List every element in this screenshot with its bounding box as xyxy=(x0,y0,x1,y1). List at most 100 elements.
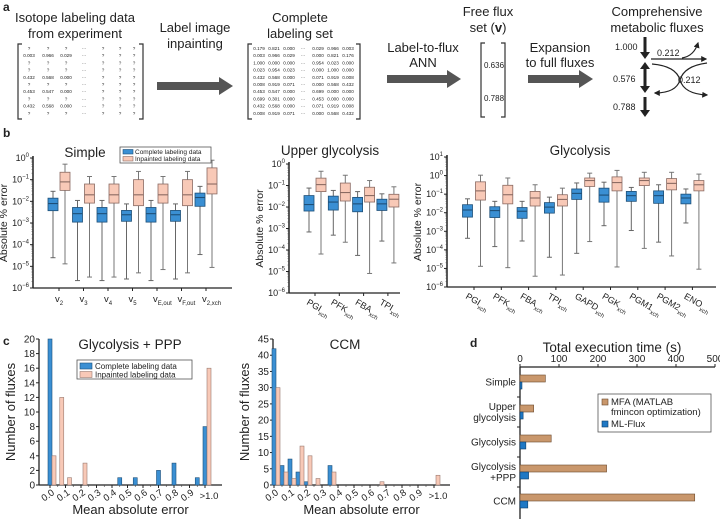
box-complete xyxy=(121,203,132,280)
legend-swatch xyxy=(122,149,134,155)
matrix-cell: 0.000 xyxy=(283,60,295,65)
matrix-cell: 0.000 xyxy=(283,46,295,51)
matrix-cell: 0.029 xyxy=(283,53,295,58)
legend-box xyxy=(119,146,212,164)
matrix-cell: 0.568 xyxy=(268,75,280,80)
category-subscript: xch xyxy=(648,310,659,320)
legend-box xyxy=(76,359,193,380)
chart-upper-glycolysis: 10−6 10−5 10−4 10−3 10−2 10−1 100 Absolute % er… xyxy=(254,143,400,322)
y-tick-label: 10−6 xyxy=(12,283,30,293)
y-tick-label: 40 xyxy=(258,351,270,362)
histogram-bar-inpainted xyxy=(51,455,57,486)
histogram-bar-complete xyxy=(287,458,293,486)
box-complete xyxy=(145,199,157,282)
y-tick-label: 10−1 xyxy=(426,189,444,199)
box-complete xyxy=(653,184,664,243)
matrix-cell: ? xyxy=(65,96,68,101)
matrix-cell: 0.000 xyxy=(283,75,295,80)
x-tick-label: 100 xyxy=(551,354,568,365)
box-inpainted xyxy=(206,159,218,268)
matrix-cell: 0.023 xyxy=(283,68,295,73)
box-inpainted xyxy=(502,177,514,269)
x-tick-label: 0.0 xyxy=(40,487,57,504)
y-tick-label: 0 xyxy=(263,481,269,492)
matrix-bracket-right xyxy=(356,43,361,120)
ann-step-label-line2: ANN xyxy=(409,55,436,70)
y-tick-label: 30 xyxy=(258,383,270,394)
box-complete xyxy=(170,203,181,280)
matrix-cell: 0.003 xyxy=(253,53,265,58)
bar-ml-flux xyxy=(519,441,527,450)
y-tick-label: 10−6 xyxy=(268,288,286,298)
category-subscript: xch xyxy=(505,306,516,316)
box-inpainted xyxy=(59,163,71,265)
matrix-cell: ? xyxy=(65,46,68,51)
y-axis-title: Number of fluxes xyxy=(237,362,252,461)
box-iqr xyxy=(327,195,339,211)
matrix-cell: 0.547 xyxy=(268,89,280,94)
free-flux-title-prefix: set ( xyxy=(470,20,496,35)
y-tick-label: 10−3 xyxy=(426,226,444,236)
matrix-cell: ? xyxy=(102,111,105,116)
matrix-cell: 0.919 xyxy=(327,75,339,80)
category-subscript: F,out xyxy=(182,301,195,307)
category-name: v xyxy=(104,294,109,305)
matrix-cell: ? xyxy=(102,60,105,65)
matrix-cell: 1.000 xyxy=(253,60,265,65)
bar-ml-flux xyxy=(519,411,524,420)
legend-label: ML-Flux xyxy=(611,419,646,430)
matrix-cell: ··· xyxy=(82,82,87,87)
free-flux-value: 0.788 xyxy=(484,94,505,103)
box-complete xyxy=(47,190,59,259)
x-tick-label: v5 xyxy=(129,294,138,307)
x-tick-label: v4 xyxy=(104,294,113,307)
category-subscript: 2,xch xyxy=(207,301,221,307)
y-tick-label: 8 xyxy=(29,422,35,433)
box-iqr xyxy=(47,197,59,212)
chart-title: CCM xyxy=(330,337,361,352)
matrix-bracket-left xyxy=(17,43,22,120)
histogram-bar-complete xyxy=(117,477,123,486)
matrix-cell: 0.071 xyxy=(283,82,295,87)
matrix-cell: 0.966 xyxy=(42,53,54,58)
source-labeling-matrix: ??? ···?? ? 0.003 0.966 0.029 ···?????? ···????… xyxy=(17,43,144,120)
box-iqr xyxy=(96,207,108,223)
category-subscript: xch xyxy=(343,312,354,322)
matrix-cell: ? xyxy=(47,96,50,101)
box-complete xyxy=(625,186,637,232)
matrix-cell: ? xyxy=(28,96,31,101)
flux-value: 0.576 xyxy=(613,74,636,84)
box-iqr xyxy=(145,207,157,223)
ann-step-label-line1: Label-to-flux xyxy=(387,40,459,55)
box-iqr xyxy=(388,193,400,208)
box-iqr xyxy=(462,204,473,218)
matrix-cell: 0.071 xyxy=(312,75,324,80)
matrix-cell: ? xyxy=(119,96,122,101)
matrix-cell: ··· xyxy=(301,104,306,109)
legend-label: Complete labeling data xyxy=(95,362,177,371)
box-iqr xyxy=(121,210,132,222)
matrix-cell: ? xyxy=(28,68,31,73)
matrix-cell: ? xyxy=(102,82,105,87)
matrix-cell: 1.000 xyxy=(327,68,339,73)
matrix-cell: ··· xyxy=(82,46,87,51)
matrix-cell: 0.821 xyxy=(268,46,280,51)
x-tick-label: 0 xyxy=(517,354,523,365)
matrix-cell: 0.966 xyxy=(327,46,339,51)
y-axis-title: Absolute % error xyxy=(0,183,10,262)
box-iqr xyxy=(170,210,181,222)
histogram-bar-inpainted xyxy=(275,387,281,486)
matrix-cell: 0.003 xyxy=(342,46,354,51)
y-tick-label: 16 xyxy=(24,364,36,375)
matrix-cell: 0.008 xyxy=(342,75,354,80)
box-inpainted xyxy=(388,186,400,264)
matrix-cell: 0.029 xyxy=(312,46,324,51)
matrix-cell: 0.023 xyxy=(253,68,265,73)
matrix-cell: ? xyxy=(133,82,136,87)
matrix-cell: 0.000 xyxy=(312,68,324,73)
matrix-cell: ··· xyxy=(301,89,306,94)
